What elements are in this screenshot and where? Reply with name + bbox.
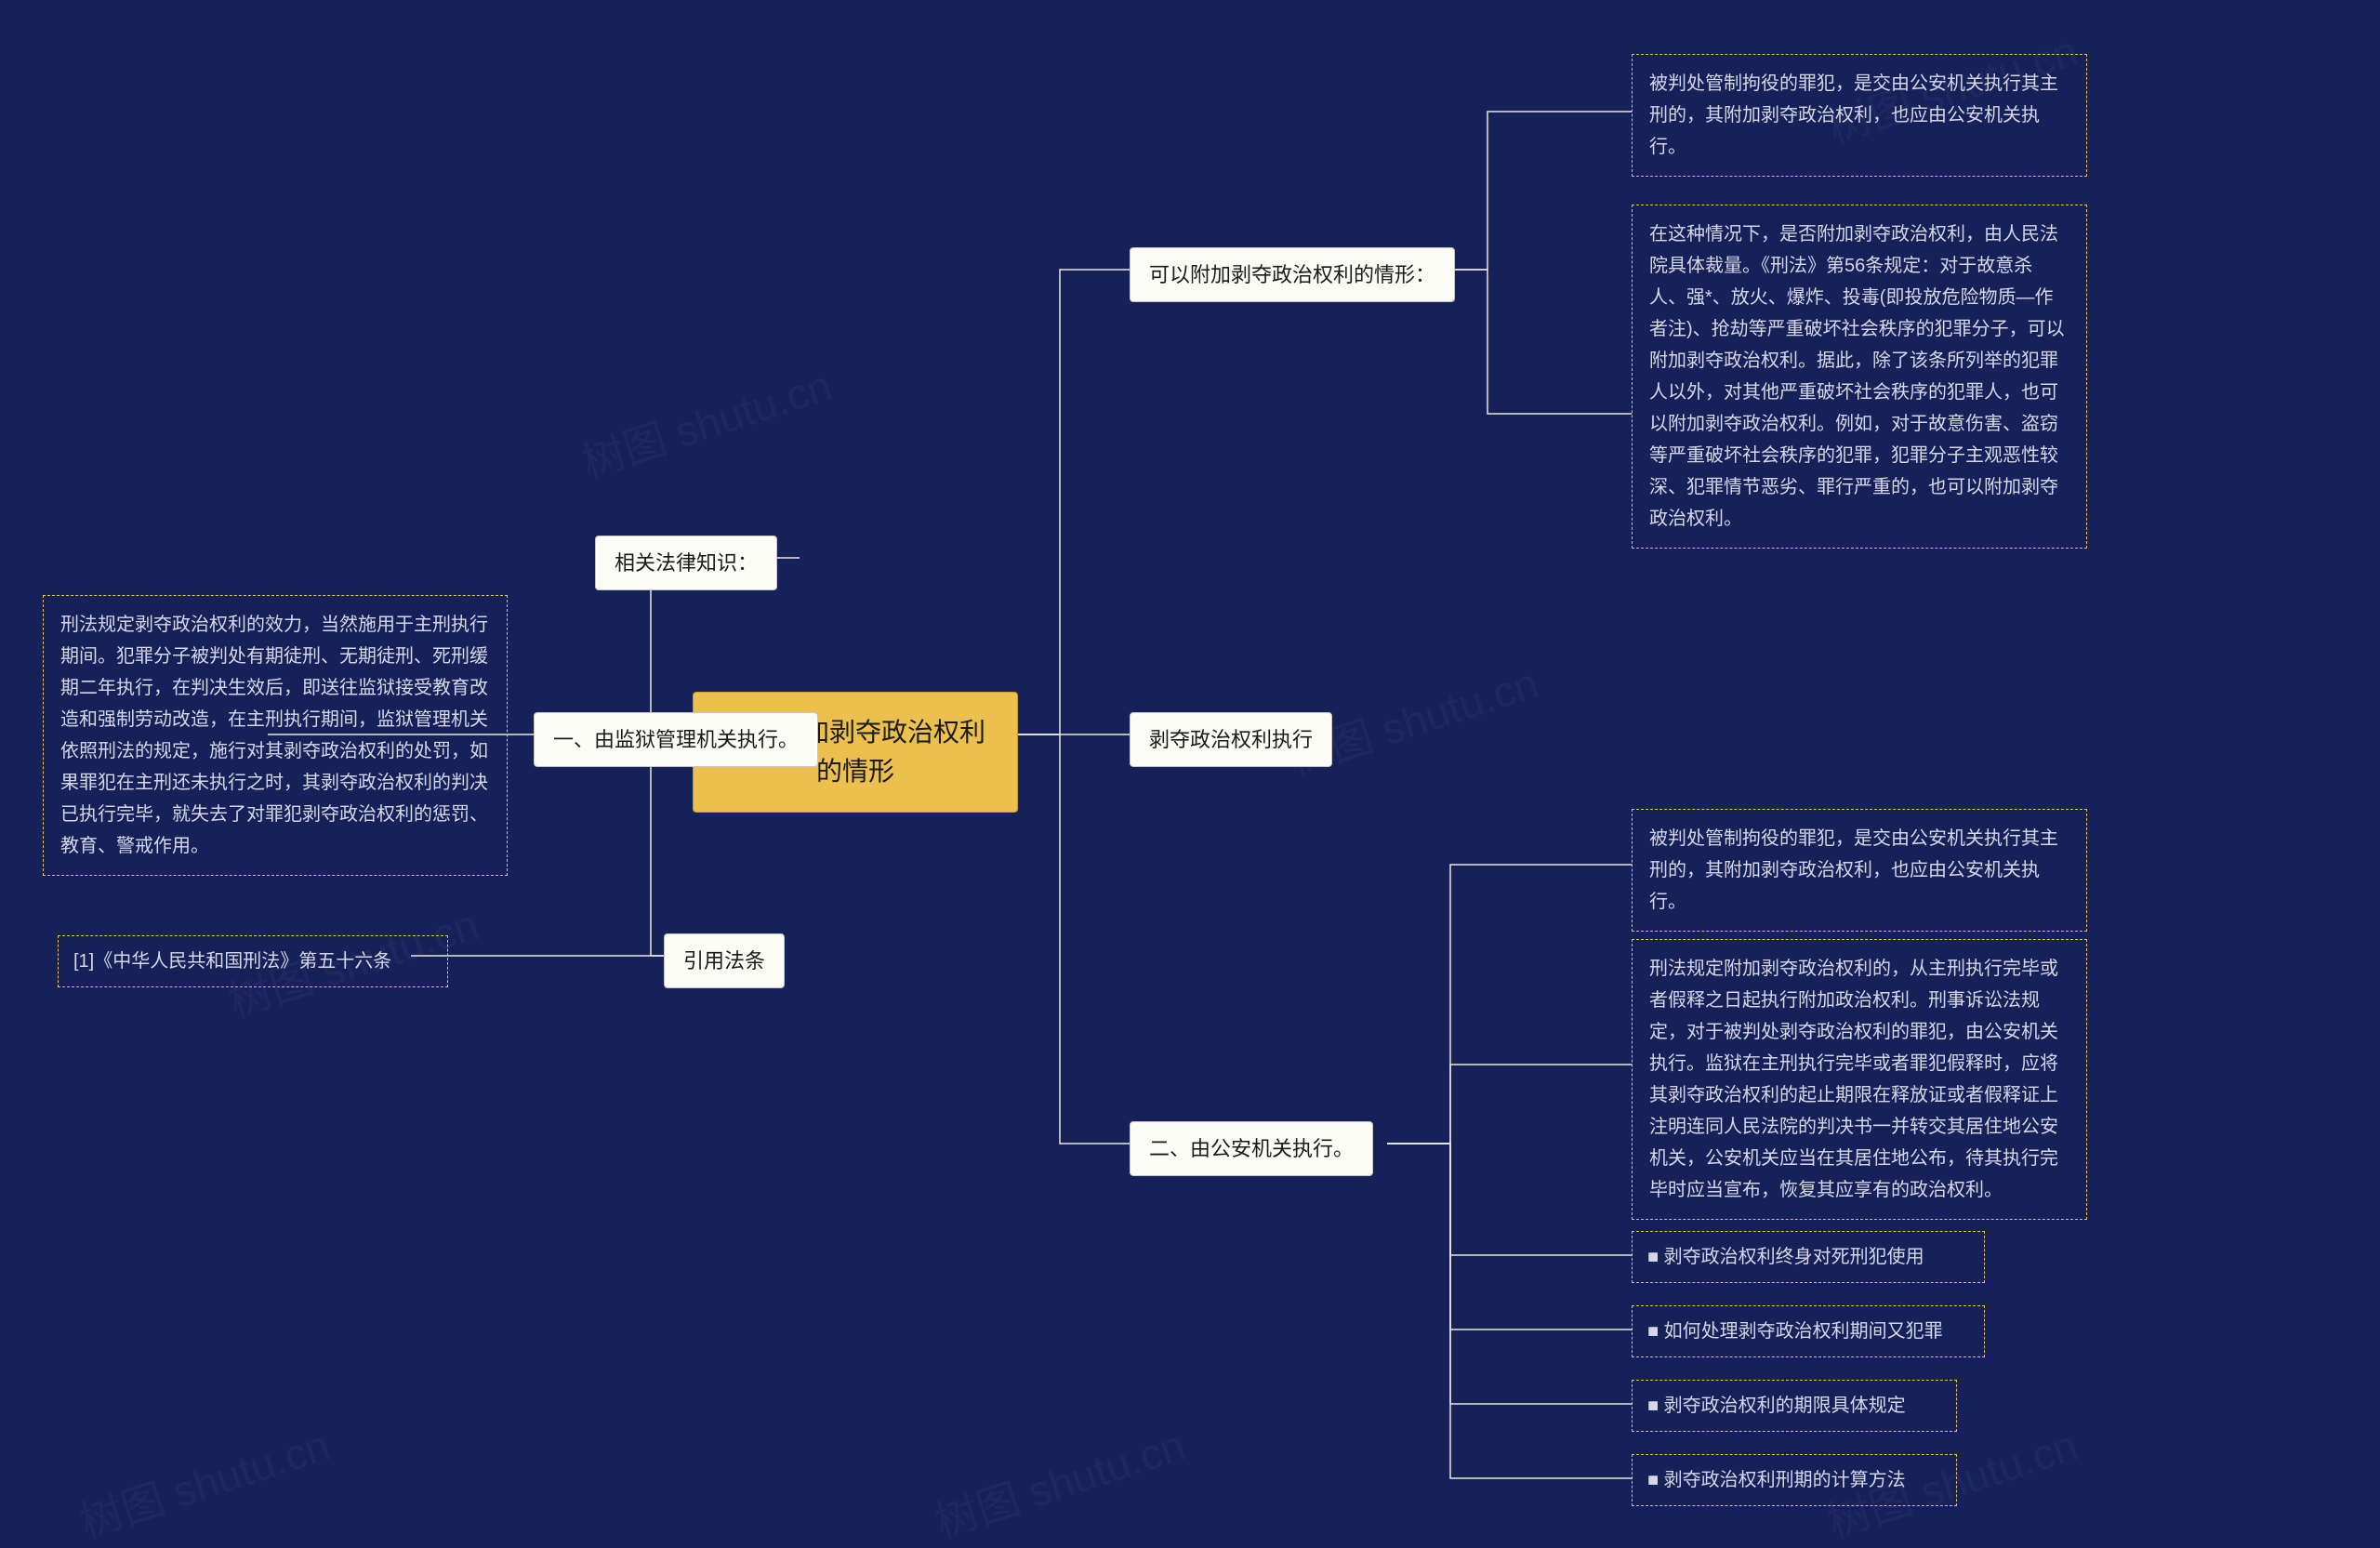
leaf-situations-0: 被判处管制拘役的罪犯，是交由公安机关执行其主刑的，其附加剥夺政治权利，也应由公安…	[1632, 54, 2087, 177]
leaf-police-3: ■ 如何处理剥夺政治权利期间又犯罪	[1632, 1305, 1985, 1357]
node-execute: 剥夺政治权利执行	[1130, 712, 1332, 767]
leaf-police-5: ■ 剥夺政治权利刑期的计算方法	[1632, 1454, 1957, 1506]
node-prison: 一、由监狱管理机关执行。	[534, 712, 818, 767]
watermark: 树图 shutu.cn	[927, 1412, 1192, 1548]
leaf-prison-detail: 刑法规定剥夺政治权利的效力，当然施用于主刑执行期间。犯罪分子被判处有期徒刑、无期…	[43, 595, 508, 876]
leaf-police-0: 被判处管制拘役的罪犯，是交由公安机关执行其主刑的，其附加剥夺政治权利，也应由公安…	[1632, 809, 2087, 932]
node-situations: 可以附加剥夺政治权利的情形：	[1130, 247, 1455, 302]
leaf-cite-detail: [1]《中华人民共和国刑法》第五十六条	[58, 935, 448, 987]
leaf-police-1: 刑法规定附加剥夺政治权利的，从主刑执行完毕或者假释之日起执行附加政治权利。刑事诉…	[1632, 939, 2087, 1220]
node-knowledge: 相关法律知识：	[595, 536, 777, 590]
leaf-police-2: ■ 剥夺政治权利终身对死刑犯使用	[1632, 1231, 1985, 1283]
watermark: 树图 shutu.cn	[574, 352, 839, 491]
leaf-police-4: ■ 剥夺政治权利的期限具体规定	[1632, 1380, 1957, 1432]
leaf-situations-1: 在这种情况下，是否附加剥夺政治权利，由人民法院具体裁量。《刑法》第56条规定：对…	[1632, 205, 2087, 549]
node-police: 二、由公安机关执行。	[1130, 1121, 1373, 1176]
node-cite: 引用法条	[664, 933, 785, 988]
watermark: 树图 shutu.cn	[72, 1412, 337, 1548]
